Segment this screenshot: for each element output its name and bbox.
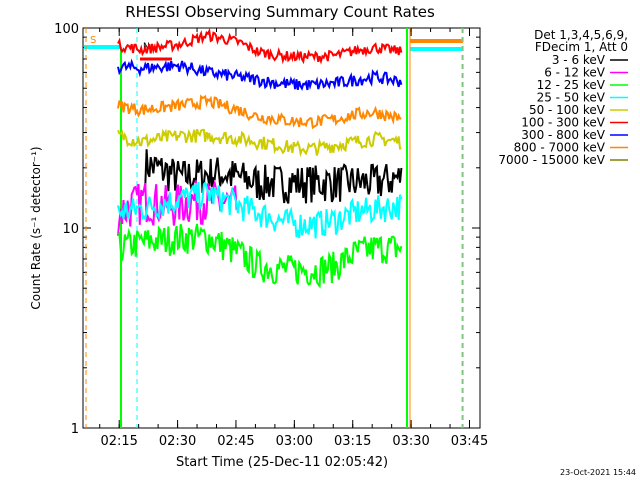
x-tick-label: 03:00 bbox=[276, 434, 313, 449]
series-line-300-800-kev bbox=[117, 58, 403, 91]
y-tick-label: 10 bbox=[62, 222, 79, 237]
annotation-n: N bbox=[143, 42, 150, 52]
x-axis-label: Start Time (25-Dec-11 02:05:42) bbox=[176, 455, 388, 470]
series-line-25-50-kev bbox=[117, 181, 403, 239]
chart-title: RHESSI Observing Summary Count Rates bbox=[125, 3, 435, 21]
legend-header-line-2: FDecim 1, Att 0 bbox=[535, 40, 628, 54]
series-layer bbox=[117, 27, 403, 289]
annotation-s: S bbox=[90, 35, 96, 46]
legend-label: 50 - 100 keV bbox=[529, 103, 606, 117]
y-axis-label: Count Rate (s⁻¹ detector⁻¹) bbox=[29, 146, 43, 309]
series-line-100-300-kev bbox=[117, 27, 403, 65]
x-tick-label: 03:45 bbox=[451, 434, 488, 449]
x-tick-label: 02:45 bbox=[217, 434, 254, 449]
series-line-3-6-kev bbox=[144, 149, 403, 204]
legend-label: 7000 - 15000 keV bbox=[498, 153, 605, 167]
x-tick-label: 02:15 bbox=[100, 434, 137, 449]
legend-label: 12 - 25 keV bbox=[537, 78, 606, 92]
x-tick-label: 03:15 bbox=[334, 434, 371, 449]
series-line-50-100-kev bbox=[117, 128, 402, 158]
y-tick-label: 1 bbox=[71, 422, 79, 437]
legend-label: 800 - 7000 keV bbox=[514, 141, 606, 155]
series-line-12-25-kev bbox=[117, 223, 403, 289]
footer-date: 23-Oct-2021 15:44 bbox=[560, 468, 636, 477]
legend-label: 300 - 800 keV bbox=[521, 128, 605, 142]
x-tick-label: 02:30 bbox=[159, 434, 196, 449]
legend-label: 6 - 12 keV bbox=[544, 66, 606, 80]
axis-ticks-layer: 02:15 02:30 02:45 03:00 03:15 03:30 03:45 1 10 10… bbox=[54, 22, 488, 449]
reference-lines-layer bbox=[84, 28, 464, 428]
legend-label: 25 - 50 keV bbox=[537, 91, 606, 105]
legend-label: 100 - 300 keV bbox=[521, 116, 605, 130]
series-line-800-7000-kev bbox=[117, 94, 402, 130]
x-tick-label: 03:30 bbox=[392, 434, 429, 449]
y-tick-label: 100 bbox=[54, 22, 79, 37]
legend-label: 3 - 6 keV bbox=[552, 53, 606, 67]
legend-header-line-1: Det 1,3,4,5,6,9, bbox=[534, 28, 628, 42]
plot-frame bbox=[82, 27, 481, 429]
